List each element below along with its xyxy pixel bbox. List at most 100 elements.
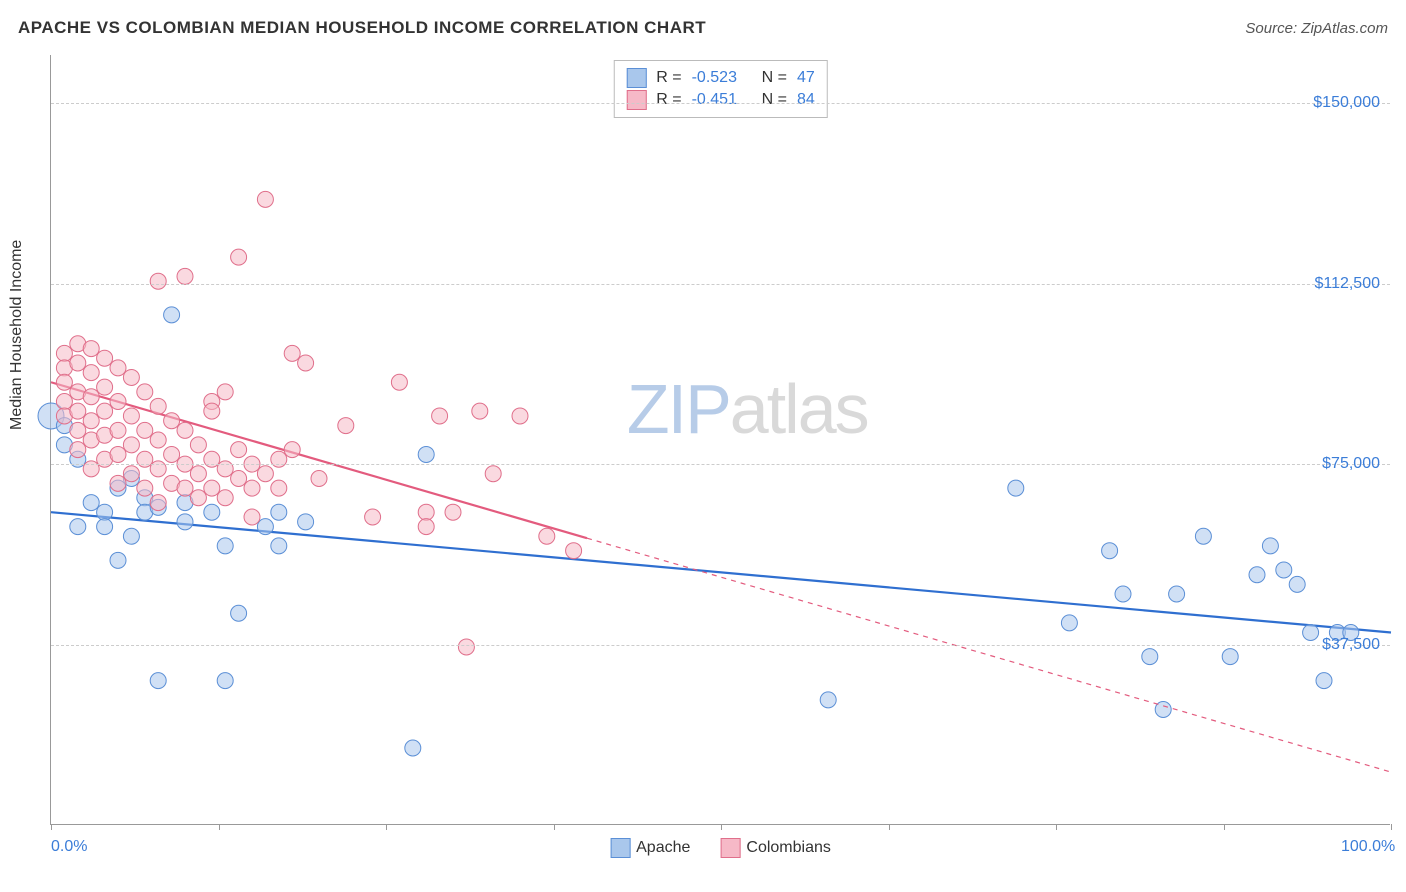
data-point (150, 398, 166, 414)
data-point (110, 475, 126, 491)
data-point (1222, 649, 1238, 665)
xtick (386, 824, 387, 830)
data-point (1115, 586, 1131, 602)
data-point (123, 369, 139, 385)
data-point (164, 307, 180, 323)
n-value: 84 (797, 91, 815, 109)
r-value: -0.451 (692, 91, 752, 109)
data-point (97, 379, 113, 395)
data-point (338, 418, 354, 434)
data-point (418, 504, 434, 520)
plot-area: ZIPatlas R = -0.523 N = 47 R = -0.451 N … (50, 55, 1390, 825)
data-point (70, 355, 86, 371)
data-point (56, 345, 72, 361)
data-point (177, 480, 193, 496)
data-point (83, 365, 99, 381)
data-point (284, 345, 300, 361)
data-point (271, 480, 287, 496)
data-point (190, 466, 206, 482)
data-point (1262, 538, 1278, 554)
legend-item: Apache (610, 838, 690, 858)
data-point (123, 437, 139, 453)
trendline-solid (51, 382, 587, 538)
data-point (150, 495, 166, 511)
ytick-label: $112,500 (1314, 275, 1380, 293)
data-point (110, 394, 126, 410)
data-point (150, 432, 166, 448)
data-point (271, 504, 287, 520)
data-point (1061, 615, 1077, 631)
xtick (889, 824, 890, 830)
data-point (70, 442, 86, 458)
data-point (97, 504, 113, 520)
data-point (244, 480, 260, 496)
data-point (1289, 576, 1305, 592)
data-point (177, 514, 193, 530)
legend-label: Colombians (746, 839, 830, 857)
data-point (123, 408, 139, 424)
data-point (123, 528, 139, 544)
data-point (164, 413, 180, 429)
data-point (458, 639, 474, 655)
data-point (97, 403, 113, 419)
legend-label: Apache (636, 839, 690, 857)
data-point (365, 509, 381, 525)
xtick-label: 100.0% (1341, 838, 1395, 856)
data-point (432, 408, 448, 424)
data-point (137, 480, 153, 496)
data-point (217, 538, 233, 554)
data-point (217, 490, 233, 506)
data-point (137, 422, 153, 438)
data-point (1169, 586, 1185, 602)
data-point (1195, 528, 1211, 544)
data-point (56, 374, 72, 390)
data-point (405, 740, 421, 756)
data-point (257, 191, 273, 207)
data-point (110, 360, 126, 376)
data-point (257, 519, 273, 535)
data-point (137, 384, 153, 400)
data-point (164, 446, 180, 462)
ytick-label: $75,000 (1322, 455, 1380, 473)
xtick-label: 0.0% (51, 838, 87, 856)
data-point (231, 471, 247, 487)
data-point (231, 249, 247, 265)
data-point (150, 673, 166, 689)
gridline-h (51, 645, 1390, 646)
r-value: -0.523 (692, 69, 752, 87)
data-point (257, 466, 273, 482)
data-point (1316, 673, 1332, 689)
source-prefix: Source: (1245, 20, 1301, 37)
data-point (1142, 649, 1158, 665)
data-point (244, 509, 260, 525)
legend-item: Colombians (720, 838, 830, 858)
gridline-h (51, 284, 1390, 285)
data-point (418, 519, 434, 535)
data-point (284, 442, 300, 458)
data-point (190, 437, 206, 453)
data-point (1102, 543, 1118, 559)
data-point (391, 374, 407, 390)
data-point (97, 519, 113, 535)
data-point (204, 480, 220, 496)
source-attribution: Source: ZipAtlas.com (1245, 20, 1388, 37)
data-point (512, 408, 528, 424)
gridline-h (51, 103, 1390, 104)
xtick (1056, 824, 1057, 830)
xtick (51, 824, 52, 830)
data-point (123, 466, 139, 482)
trendline-dashed (587, 538, 1391, 772)
data-point (820, 692, 836, 708)
legend: Apache Colombians (610, 838, 831, 858)
data-point (204, 403, 220, 419)
data-point (70, 422, 86, 438)
xtick (219, 824, 220, 830)
n-value: 47 (797, 69, 815, 87)
r-label: R = (656, 69, 681, 87)
stats-row: R = -0.523 N = 47 (626, 67, 814, 89)
data-point (1008, 480, 1024, 496)
stats-swatch (626, 68, 646, 88)
n-label: N = (762, 69, 787, 87)
data-point (83, 341, 99, 357)
xtick (554, 824, 555, 830)
